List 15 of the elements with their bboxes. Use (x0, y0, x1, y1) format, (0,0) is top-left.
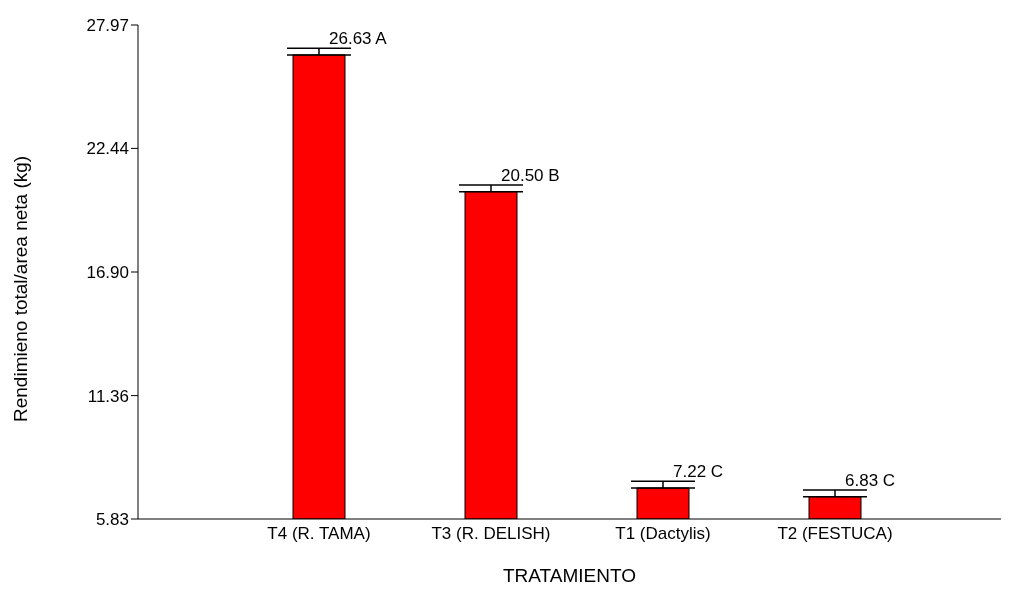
data-label: 7.22 C (673, 462, 724, 482)
x-tick-label: T2 (FESTUCA) (777, 524, 893, 544)
y-tick-label: 22.44 (86, 139, 129, 159)
data-label: 20.50 B (501, 165, 560, 185)
x-tick-label: T4 (R. TAMA) (267, 524, 371, 544)
x-tick-label: T3 (R. DELISH) (431, 524, 551, 544)
y-tick-label: 5.83 (95, 510, 129, 530)
y-tick-label: 16.90 (86, 263, 129, 283)
y-axis-title: Rendimieno total/area neta (kg) (9, 155, 31, 422)
x-tick-label: T1 (Dactylis) (615, 524, 711, 544)
y-tick-label: 11.36 (87, 386, 129, 406)
y-tick-label: 27.97 (86, 16, 129, 36)
x-axis-title: TRATAMIENTO (503, 565, 636, 586)
data-label: 6.83 C (845, 470, 896, 490)
data-label: 26.63 A (329, 29, 388, 49)
